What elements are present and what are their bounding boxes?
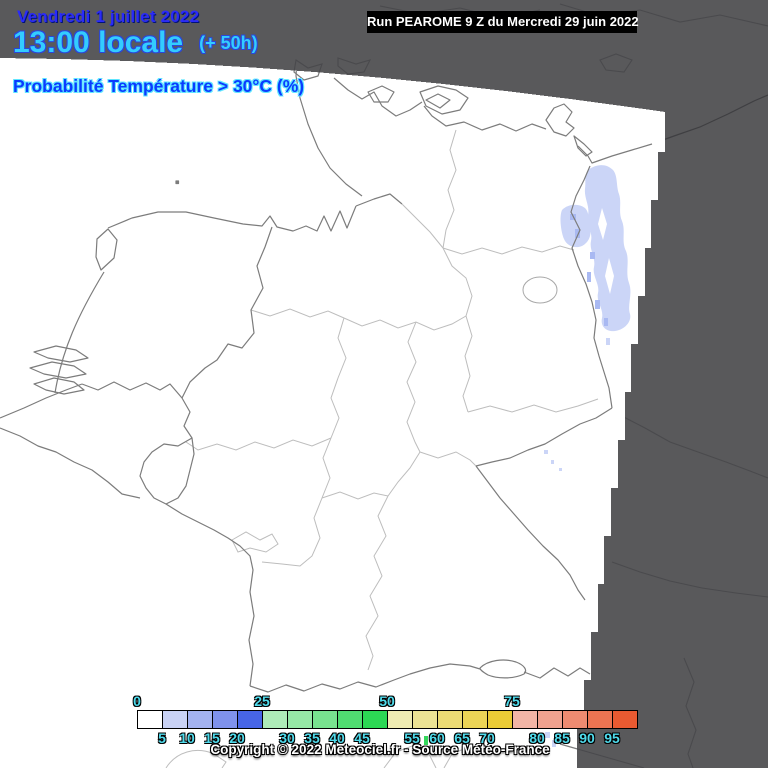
probability-areas	[424, 165, 631, 759]
forecast-time-label: 13:00 locale	[13, 26, 184, 59]
forecast-date: Vendredi 1 juillet 2022	[17, 7, 200, 26]
berlin-outline	[522, 276, 558, 304]
model-domain	[0, 58, 665, 768]
state-borders	[165, 129, 599, 768]
helgoland-dot	[175, 180, 180, 185]
forecast-lead-time: (+ 50h)	[199, 33, 258, 53]
parameter-title: Probabilité Température > 30°C (%)	[13, 76, 305, 96]
forecast-time: 13:00 locale (+ 50h)	[13, 26, 258, 60]
model-run-banner: Run PEAROME 9 Z du Mercredi 29 juin 2022	[367, 11, 639, 33]
national-borders	[0, 58, 653, 768]
